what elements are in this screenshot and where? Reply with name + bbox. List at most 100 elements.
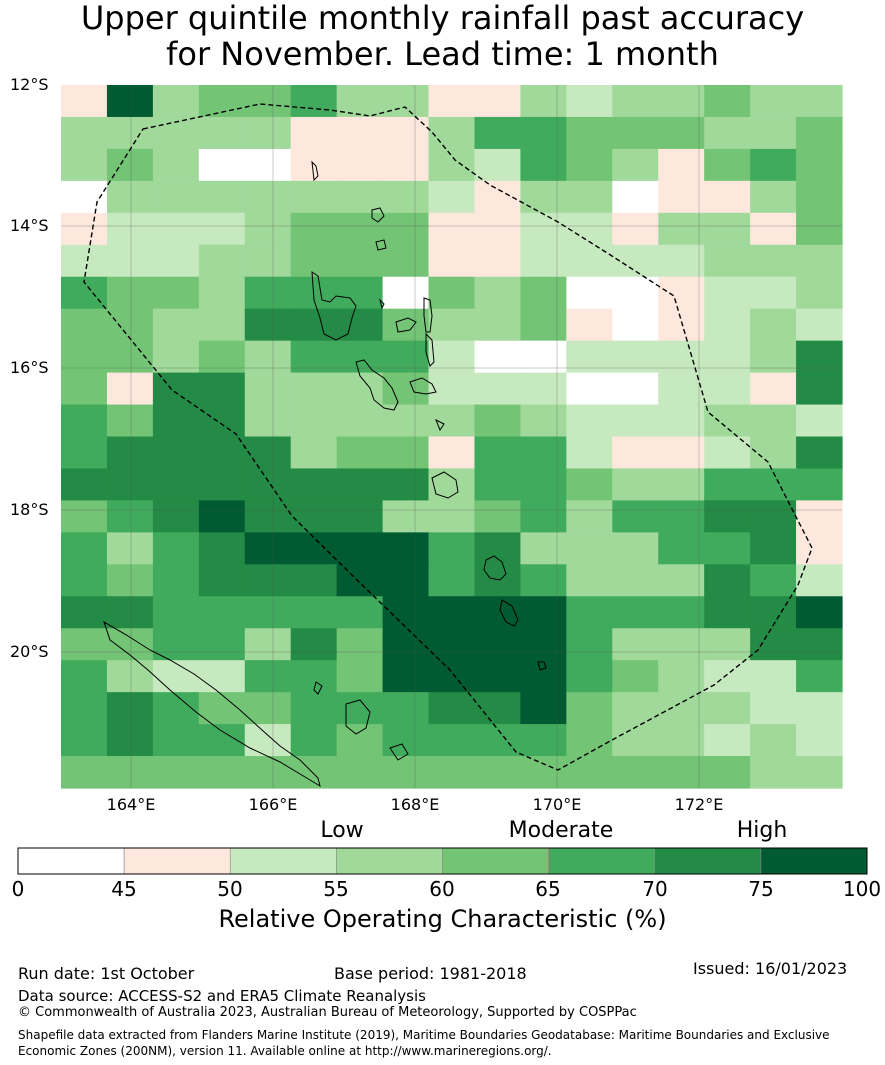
grid-cell — [796, 436, 843, 470]
grid-cell — [382, 116, 430, 150]
grid-cell — [198, 212, 246, 246]
grid-cell — [382, 692, 430, 725]
grid-cell — [152, 404, 200, 438]
grid-cell — [750, 564, 797, 597]
grid-cell — [750, 85, 797, 118]
grid-cell — [106, 340, 154, 374]
grid-cell — [750, 116, 797, 150]
grid-cell — [198, 116, 246, 150]
torres-islands — [311, 160, 319, 182]
grid-cell — [336, 436, 384, 470]
grid-cell — [658, 276, 705, 310]
colorbar-swatch — [17, 847, 125, 875]
lon-label-168e: 168°E — [390, 795, 440, 814]
grid-cell — [336, 724, 384, 757]
grid-cell — [198, 404, 246, 438]
grid-cell — [704, 116, 751, 150]
grid-cell — [658, 660, 705, 693]
grid-cell — [658, 308, 705, 342]
grid-cell — [566, 724, 613, 757]
grid-cell — [290, 212, 338, 246]
grid-cell — [474, 244, 522, 278]
grid-cell — [520, 308, 567, 342]
grid-cell — [382, 628, 430, 661]
grid-cell — [336, 116, 384, 150]
grid-cell — [796, 628, 843, 661]
grid-cell — [290, 468, 338, 501]
grid-cell — [520, 244, 567, 278]
grid-cell — [336, 244, 384, 278]
grid-cell — [796, 692, 843, 725]
grid-cell — [566, 436, 613, 470]
grid-cell — [474, 85, 522, 118]
grid-cell — [382, 308, 430, 342]
grid-cell — [658, 724, 705, 757]
grid-cell — [382, 372, 430, 406]
grid-cell — [474, 532, 522, 565]
grid-cell — [658, 692, 705, 725]
grid-cell — [520, 628, 567, 661]
grid-cell — [704, 756, 751, 789]
grid-cell — [428, 532, 476, 565]
grid-cell — [244, 724, 292, 757]
grid-cell — [750, 596, 797, 629]
graticule — [61, 85, 842, 788]
grid-cell — [566, 692, 613, 725]
grid-cell — [61, 468, 108, 501]
grid-cell — [61, 244, 108, 278]
grid-cell — [244, 436, 292, 470]
grid-cell — [704, 532, 751, 565]
grid-cell — [796, 116, 843, 150]
grid-cell — [566, 404, 613, 438]
grid-cell — [520, 596, 567, 629]
grid-cell — [796, 85, 843, 118]
grid-cell — [428, 180, 476, 214]
grid-cell — [474, 212, 522, 246]
grid-cell — [428, 85, 476, 118]
grid-cell — [612, 340, 659, 374]
grid-cell — [336, 596, 384, 629]
colorbar-frame — [17, 847, 868, 875]
grid-cell — [336, 564, 384, 597]
grid-cell — [474, 372, 522, 406]
banks-islands — [371, 207, 385, 223]
grid-cell — [290, 180, 338, 214]
grid-cell — [566, 85, 613, 118]
vanua-lava-island — [375, 239, 387, 251]
grid-cell — [106, 436, 154, 470]
grid-cell — [382, 180, 430, 214]
grid-cell — [520, 372, 567, 406]
grid-cell — [566, 468, 613, 501]
grid-cell — [750, 180, 797, 214]
grid-cell — [474, 404, 522, 438]
grid-cell — [244, 532, 292, 565]
grid-cell — [704, 372, 751, 406]
grid-cell — [704, 564, 751, 597]
grid-cell — [796, 276, 843, 310]
grid-cell — [382, 340, 430, 374]
grid-cell — [106, 180, 154, 214]
grid-cell — [382, 85, 430, 118]
grid-cell — [198, 596, 246, 629]
grid-cell — [658, 372, 705, 406]
grid-cell — [106, 244, 154, 278]
grid-cell — [152, 85, 200, 118]
grid-cell — [474, 660, 522, 693]
grid-cell — [382, 212, 430, 246]
lon-label-172e: 172°E — [674, 795, 724, 814]
grid-cell — [152, 660, 200, 693]
grid-cell — [61, 692, 108, 725]
grid-cell — [612, 372, 659, 406]
base-period: Base period: 1981-2018 — [334, 964, 527, 983]
grid-cell — [106, 660, 154, 693]
grid-cell — [704, 692, 751, 725]
grid-cell — [520, 85, 567, 118]
grid-cell — [106, 724, 154, 757]
grid-cell — [474, 148, 522, 182]
grid-cell — [612, 468, 659, 501]
grid-cell — [566, 212, 613, 246]
grid-cell — [61, 148, 108, 182]
grid-cell — [796, 724, 843, 757]
grid-cell — [704, 628, 751, 661]
grid-cell — [612, 500, 659, 533]
